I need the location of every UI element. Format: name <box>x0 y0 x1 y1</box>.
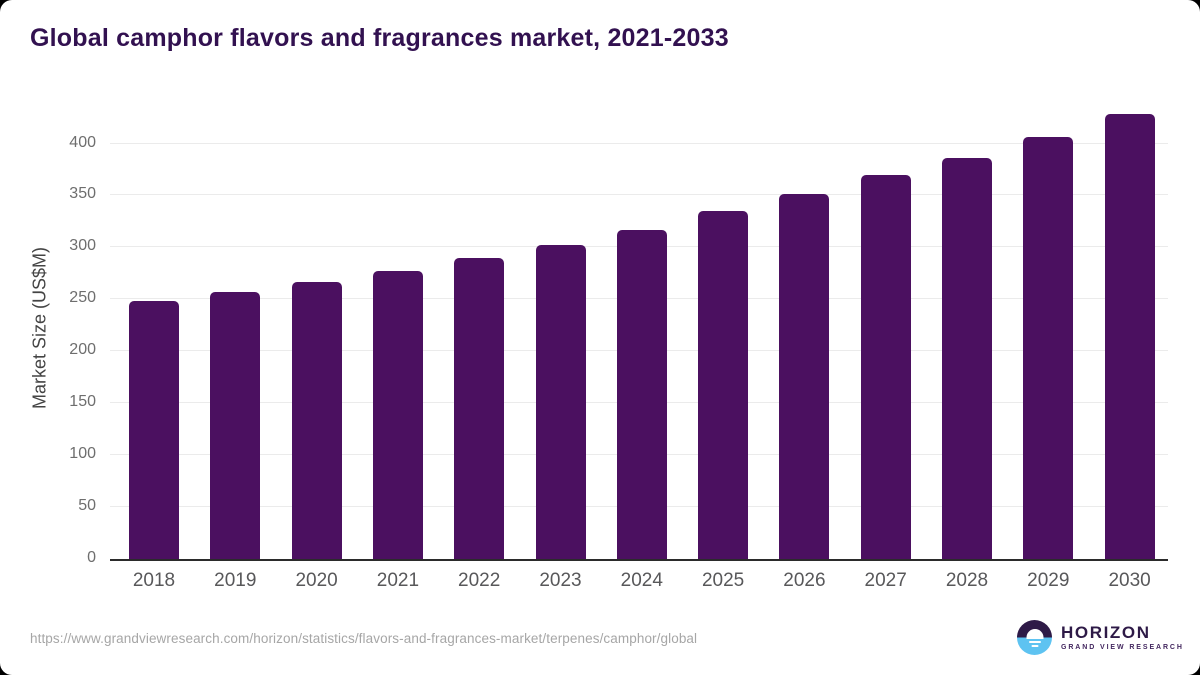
bar-2023 <box>535 245 586 559</box>
x-tick-label: 2024 <box>620 570 663 591</box>
horizon-line-icon <box>1031 645 1038 647</box>
y-tick-label: 50 <box>78 497 96 515</box>
y-tick-label: 150 <box>69 393 96 411</box>
bar-2020 <box>291 281 342 559</box>
y-tick-label: 300 <box>69 237 96 255</box>
x-tick-label: 2018 <box>132 570 176 591</box>
y-tick-label: 400 <box>69 133 96 151</box>
bar-2028 <box>942 158 992 559</box>
sun-dome-icon <box>1026 629 1043 639</box>
bar-2019 <box>210 292 261 559</box>
bar-2026 <box>779 194 830 559</box>
source-url: https://www.grandviewresearch.com/horizo… <box>30 631 698 646</box>
horizon-logo-icon <box>1017 620 1052 655</box>
x-tick-label: 2019 <box>214 570 257 591</box>
y-tick-label: 250 <box>69 289 96 307</box>
x-tick-label: 2022 <box>458 570 501 591</box>
x-tick-label: 2028 <box>945 570 989 591</box>
x-tick-label: 2030 <box>1108 570 1151 591</box>
chart-title: Global camphor flavors and fragrances ma… <box>30 24 729 52</box>
bar-2022 <box>454 257 505 559</box>
logo-text: HORIZON GRAND VIEW RESEARCH <box>1061 624 1184 651</box>
bar-2027 <box>860 174 911 559</box>
y-axis-title: Market Size (US$M) <box>29 246 50 410</box>
y-tick-label: 100 <box>69 445 96 463</box>
bar-2030 <box>1104 114 1155 559</box>
horizon-logo: HORIZON GRAND VIEW RESEARCH <box>1017 620 1184 655</box>
x-tick-label: 2029 <box>1027 570 1070 591</box>
y-tick-label: 350 <box>69 185 96 203</box>
x-tick-label: 2023 <box>539 570 582 591</box>
x-tick-label: 2021 <box>376 570 420 591</box>
bar-2018 <box>129 301 179 559</box>
horizon-line-icon <box>1028 641 1041 643</box>
x-tick-label: 2026 <box>783 570 826 591</box>
gridline <box>110 194 1168 196</box>
x-tick-label: 2027 <box>864 570 907 591</box>
x-axis-line <box>110 559 1168 561</box>
logo-name: HORIZON <box>1061 623 1151 642</box>
bar-2025 <box>698 211 749 559</box>
bar-2021 <box>372 271 423 559</box>
logo-subtitle: GRAND VIEW RESEARCH <box>1061 644 1184 651</box>
y-tick-label: 200 <box>69 341 96 359</box>
y-tick-label: 0 <box>87 549 96 566</box>
x-tick-label: 2025 <box>701 570 745 591</box>
plot-area: 0 50 100 150 200 250 300 350 400 2018 2019 2020 2021… <box>69 102 1168 591</box>
x-tick-label: 2020 <box>295 570 338 591</box>
bar-2029 <box>1023 137 1074 559</box>
bar-2024 <box>616 229 667 559</box>
gridline <box>110 142 1168 144</box>
